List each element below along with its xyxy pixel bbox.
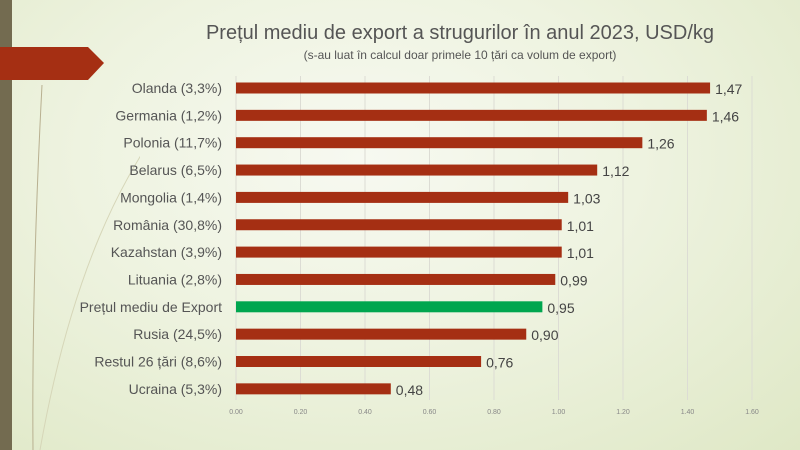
data-label: 1,01 bbox=[567, 245, 594, 261]
decorative-side-strip bbox=[0, 0, 12, 450]
x-tick-label: 1.40 bbox=[681, 409, 695, 416]
data-label: 0,99 bbox=[560, 272, 587, 288]
arrow-banner-shape bbox=[0, 47, 104, 80]
x-tick-label: 0.00 bbox=[229, 409, 243, 416]
bar bbox=[236, 137, 643, 149]
bar bbox=[236, 328, 527, 340]
data-label: 1,26 bbox=[647, 136, 674, 152]
category-label: Ucraina (5,3%) bbox=[129, 381, 222, 397]
bar bbox=[236, 164, 598, 176]
x-tick-label: 0.60 bbox=[423, 409, 437, 416]
category-label: Germania (1,2%) bbox=[115, 107, 222, 123]
x-tick-label: 1.60 bbox=[745, 409, 759, 416]
data-label: 1,12 bbox=[602, 163, 629, 179]
category-label: Mongolia (1,4%) bbox=[120, 189, 222, 205]
data-label: 0,90 bbox=[531, 327, 558, 343]
bar bbox=[236, 383, 391, 395]
data-label: 0,76 bbox=[486, 355, 513, 371]
chart-subtitle: (s-au luat în calcul doar primele 10 țăr… bbox=[303, 48, 617, 62]
data-label: 1,46 bbox=[712, 108, 739, 124]
decorative-line bbox=[39, 155, 140, 450]
bar bbox=[236, 273, 556, 285]
bar bbox=[236, 246, 562, 258]
data-label: 1,47 bbox=[715, 81, 742, 97]
x-tick-label: 1.20 bbox=[616, 409, 630, 416]
category-label: Olanda (3,3%) bbox=[132, 80, 222, 96]
bar bbox=[236, 219, 562, 231]
x-tick-label: 0.40 bbox=[358, 409, 372, 416]
chart-title: Prețul mediu de export a strugurilor în … bbox=[205, 22, 715, 44]
bar bbox=[236, 82, 711, 94]
data-label: 0,48 bbox=[396, 382, 423, 398]
x-tick-label: 0.80 bbox=[487, 409, 501, 416]
category-label: Polonia (11,7%) bbox=[123, 135, 222, 151]
category-label: Restul 26 țări (8,6%) bbox=[94, 354, 222, 370]
x-tick-label: 1.00 bbox=[552, 409, 566, 416]
bar bbox=[236, 109, 707, 121]
data-label: 1,03 bbox=[573, 190, 600, 206]
category-label: Lituania (2,8%) bbox=[128, 271, 222, 287]
category-label: Kazahstan (3,9%) bbox=[111, 244, 222, 260]
bar bbox=[236, 301, 543, 313]
category-label: Belarus (6,5%) bbox=[129, 162, 222, 178]
x-tick-label: 0.20 bbox=[294, 409, 308, 416]
bar bbox=[236, 356, 482, 367]
bar bbox=[236, 191, 569, 203]
category-label: Rusia (24,5%) bbox=[133, 326, 222, 342]
category-label: România (30,8%) bbox=[113, 217, 222, 233]
decorative-line bbox=[32, 84, 43, 450]
data-label: 0,95 bbox=[547, 300, 574, 316]
category-label: Prețul mediu de Export bbox=[80, 299, 223, 315]
data-label: 1,01 bbox=[567, 218, 594, 234]
decorative-arrow-banner bbox=[0, 47, 140, 450]
